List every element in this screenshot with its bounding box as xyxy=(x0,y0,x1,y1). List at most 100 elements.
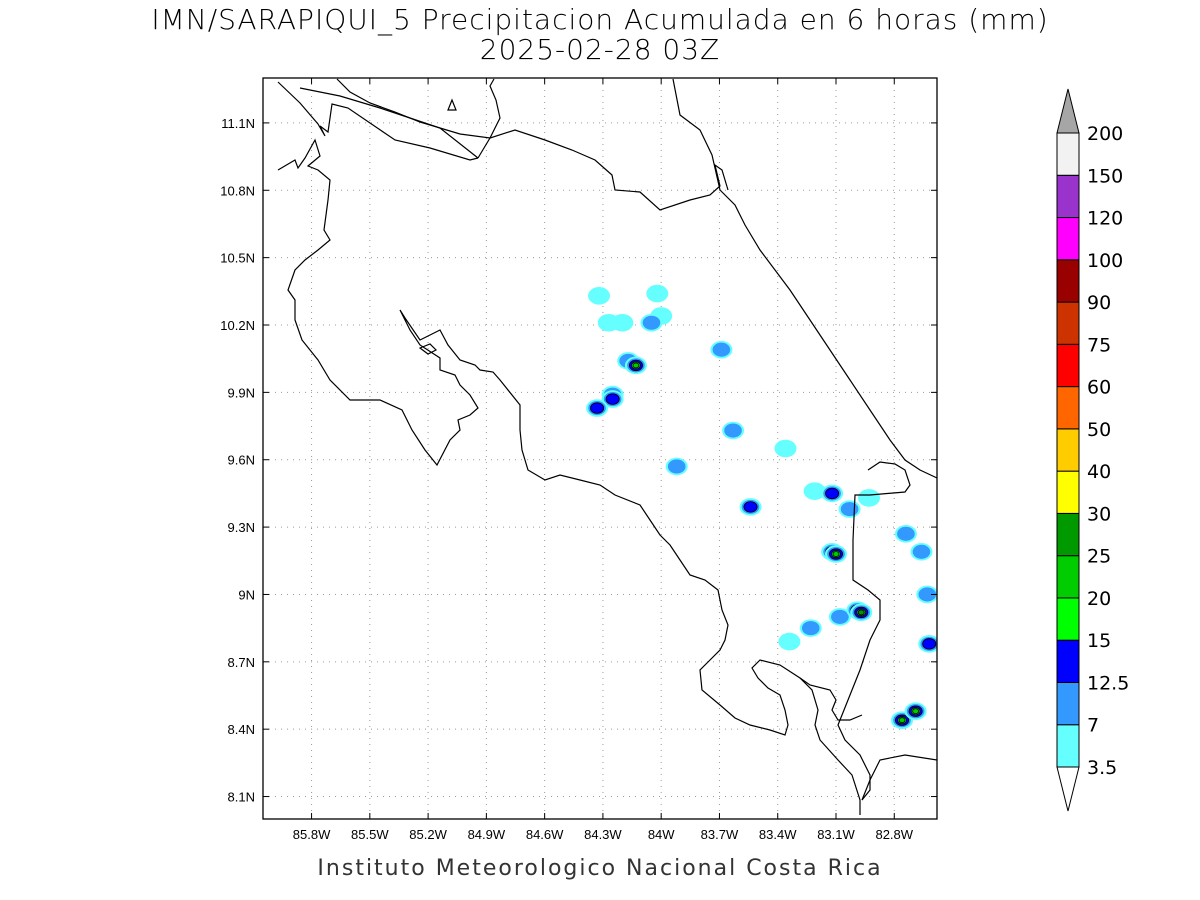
colorbar-over-arrow xyxy=(1056,88,1080,134)
coastline-borders xyxy=(277,78,937,815)
x-tick-label: 83.1W xyxy=(817,827,855,842)
precip-cell xyxy=(857,609,865,616)
colorbar-label: 30 xyxy=(1087,503,1111,525)
colorbar-label: 200 xyxy=(1087,123,1123,145)
colorbar-swatch xyxy=(1056,386,1080,430)
colorbar-swatch xyxy=(1056,428,1080,472)
precip-cell xyxy=(611,313,634,332)
y-tick-label: 9N xyxy=(238,587,255,602)
nicaragua-coast-north xyxy=(277,81,479,161)
precip-cell xyxy=(590,402,605,414)
precip-cell xyxy=(840,502,859,517)
y-tick-label: 8.1N xyxy=(228,790,255,805)
costa-rica-nicaragua-border xyxy=(477,129,729,211)
map-grid xyxy=(263,78,937,819)
y-tick-label: 9.3N xyxy=(228,520,255,535)
colorbar-label: 75 xyxy=(1087,334,1111,356)
colorbar-swatch xyxy=(1056,597,1080,641)
precip-cell xyxy=(922,638,937,650)
y-tick-label: 8.7N xyxy=(228,655,255,670)
y-tick-label: 9.6N xyxy=(228,453,255,468)
colorbar-under-arrow xyxy=(1056,766,1080,812)
colorbar-swatch xyxy=(1056,259,1080,303)
colorbar-label: 12.5 xyxy=(1087,672,1129,694)
colorbar-swatch xyxy=(1056,512,1080,557)
y-tick-label: 11.1N xyxy=(221,116,255,131)
colorbar-swatch xyxy=(1056,301,1080,345)
x-tick-label: 83.4W xyxy=(759,827,797,842)
colorbar-swatch xyxy=(1056,724,1080,768)
colorbar: 3.5 7 12.5 15 20 25 30 40 50 60 75 90 100 120 150 200 xyxy=(1056,88,1129,812)
colorbar-swatch xyxy=(1056,174,1080,219)
precip-cell xyxy=(912,708,920,715)
pacific-coast-north xyxy=(277,138,861,815)
footer-credit: Instituto Meteorologico Nacional Costa R… xyxy=(317,856,883,881)
x-tick-label: 84.6W xyxy=(526,827,564,842)
lake-north-shore xyxy=(336,78,501,139)
precip-cell xyxy=(712,342,731,357)
caribbean-coast xyxy=(672,78,937,479)
precip-cell xyxy=(774,439,797,458)
colorbar-label: 90 xyxy=(1087,292,1111,314)
y-tick-label: 10.8N xyxy=(220,183,255,198)
x-tick-label: 85.5W xyxy=(351,827,389,842)
colorbar-label: 3.5 xyxy=(1087,757,1117,779)
osa-peninsula-coast xyxy=(799,677,863,721)
x-tick-label: 84.3W xyxy=(584,827,622,842)
precip-cell xyxy=(743,501,758,513)
colorbar-label: 150 xyxy=(1087,165,1123,187)
precip-cell xyxy=(801,621,820,636)
precip-cell xyxy=(832,551,840,557)
island-lake xyxy=(447,98,457,111)
precip-cell xyxy=(605,393,620,405)
colorbar-swatch xyxy=(1056,217,1080,261)
x-tick-label: 84W xyxy=(648,827,675,842)
y-tick-label: 8.4N xyxy=(228,722,255,737)
costa-rica-panama-border xyxy=(837,461,911,801)
colorbar-swatch xyxy=(1056,681,1080,726)
precip-cell xyxy=(646,284,669,303)
burica-coast xyxy=(861,754,937,801)
precip-cell xyxy=(825,487,840,500)
colorbar-label: 7 xyxy=(1087,715,1099,737)
precip-cell xyxy=(897,526,915,541)
colorbar-label: 50 xyxy=(1087,419,1111,441)
x-tick-label: 85.2W xyxy=(409,827,447,842)
x-tick-label: 83.7W xyxy=(701,827,739,842)
x-tick-label: 84.9W xyxy=(468,827,506,842)
x-tick-label: 85.8W xyxy=(293,827,331,842)
colorbar-label: 20 xyxy=(1087,588,1111,610)
precip-cell xyxy=(898,717,906,724)
colorbar-label: 100 xyxy=(1087,250,1123,272)
precip-cell xyxy=(803,482,826,500)
y-tick-label: 9.9N xyxy=(228,385,255,400)
colorbar-swatch xyxy=(1056,639,1080,683)
colorbar-label: 120 xyxy=(1087,208,1123,230)
precip-cell xyxy=(642,315,661,330)
precip-cell xyxy=(588,287,611,305)
colorbar-swatch xyxy=(1056,132,1080,176)
colorbar-label: 60 xyxy=(1087,377,1111,399)
precip-cell xyxy=(778,632,801,651)
precip-cell xyxy=(632,362,640,369)
precip-cell xyxy=(831,609,849,624)
precip-cell xyxy=(667,459,686,474)
precip-cell xyxy=(724,423,742,438)
colorbar-swatch xyxy=(1056,343,1080,388)
map-frame xyxy=(262,77,938,820)
map-axes: 85.8W 85.5W 85.2W 84.9W 84.6W 84.3W 84W 83.7W 83… xyxy=(220,78,937,842)
colorbar-swatch xyxy=(1056,555,1080,599)
y-tick-label: 10.5N xyxy=(220,251,255,266)
colorbar-swatch xyxy=(1056,470,1080,514)
precip-cell xyxy=(858,489,881,507)
y-tick-label: 10.2N xyxy=(220,318,255,333)
map-valid-time: 2025-02-28 03Z xyxy=(479,33,721,66)
colorbar-label: 15 xyxy=(1087,630,1111,652)
precip-cell xyxy=(912,544,931,559)
map-title: IMN/SARAPIQUI_5 Precipitacion Acumulada … xyxy=(151,3,1049,36)
x-tick-label: 82.8W xyxy=(875,827,913,842)
precip-cell xyxy=(918,587,937,602)
colorbar-label: 40 xyxy=(1087,461,1111,483)
colorbar-label: 25 xyxy=(1087,546,1111,568)
